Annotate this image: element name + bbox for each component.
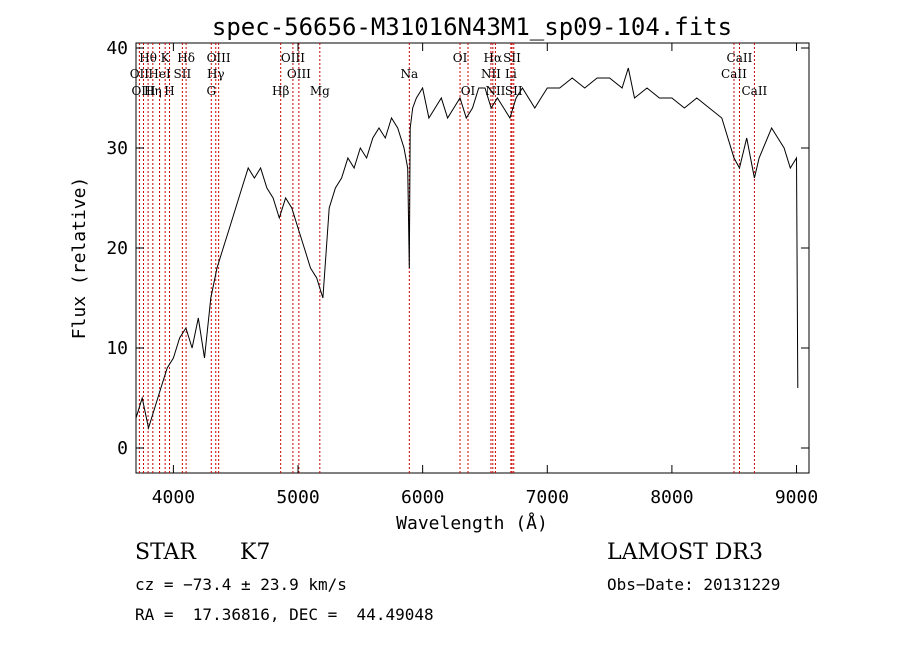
line-label-18: OI	[461, 84, 476, 98]
line-label-17: OI	[453, 51, 468, 65]
line-label-19: Hα	[484, 51, 503, 65]
line-label-14: Hβ	[272, 84, 289, 98]
x-tick-label-2: 6000	[401, 487, 444, 508]
x-axis-label: Wavelength (Å)	[396, 512, 548, 534]
redshift-cz: cz = −73.4 ± 23.9 km/s	[135, 575, 347, 594]
line-label-26: CaII	[721, 67, 747, 81]
line-label-22: NII	[485, 84, 505, 98]
y-axis-ticks: 0 10 20 30 40	[106, 38, 809, 459]
line-label-0: Hθ	[139, 51, 157, 65]
line-label-20: SII	[503, 51, 521, 65]
y-tick-label-3: 30	[106, 138, 128, 159]
y-axis-label: Flux (relative)	[69, 177, 90, 340]
line-label-3: Hη	[144, 84, 162, 98]
object-subclass: K7	[240, 540, 271, 565]
line-label-12: OIII	[281, 51, 305, 65]
x-tick-label-0: 4000	[152, 487, 195, 508]
x-tick-label-1: 5000	[276, 487, 319, 508]
object-class: STAR	[135, 540, 196, 565]
y-tick-label-1: 10	[106, 338, 128, 359]
line-label-2: OIII	[131, 84, 155, 98]
x-axis-ticks: 4000 5000 6000 7000 8000 9000	[152, 43, 818, 508]
y-tick-label-0: 0	[117, 438, 128, 459]
line-label-21: NII	[481, 67, 501, 81]
line-label-27: CaII	[741, 84, 767, 98]
line-label-23: Li	[505, 67, 517, 81]
line-label-13: OIII	[287, 67, 311, 81]
line-label-9: OIII	[207, 51, 231, 65]
observation-date: Obs−Date: 20131229	[607, 575, 781, 594]
x-tick-label-3: 7000	[526, 487, 569, 508]
line-label-10: Hγ	[207, 67, 225, 81]
line-label-5: H	[164, 84, 174, 98]
line-label-8: Hδ	[177, 51, 195, 65]
line-label-7: SII	[174, 67, 192, 81]
y-tick-label-4: 40	[106, 38, 128, 59]
line-label-11: G	[206, 84, 216, 98]
y-tick-label-2: 20	[106, 238, 128, 259]
line-label-25: CaII	[727, 51, 753, 65]
x-tick-label-4: 8000	[650, 487, 693, 508]
line-label-4: K	[161, 51, 171, 65]
line-label-16: Na	[400, 67, 418, 81]
line-label-1: OII	[130, 67, 150, 81]
chart-title: spec-56656-M31016N43M1_sp09-104.fits	[212, 13, 732, 41]
x-tick-label-5: 9000	[775, 487, 818, 508]
line-label-6: HeI	[148, 67, 171, 81]
spectral-line-markers	[138, 43, 755, 473]
survey-name: LAMOST DR3	[607, 540, 763, 565]
spectrum-line	[135, 67, 799, 430]
plot-frame	[135, 42, 810, 474]
line-label-15: Mg	[310, 84, 330, 98]
coordinates: RA = 17.36816, DEC = 44.49048	[135, 605, 434, 624]
